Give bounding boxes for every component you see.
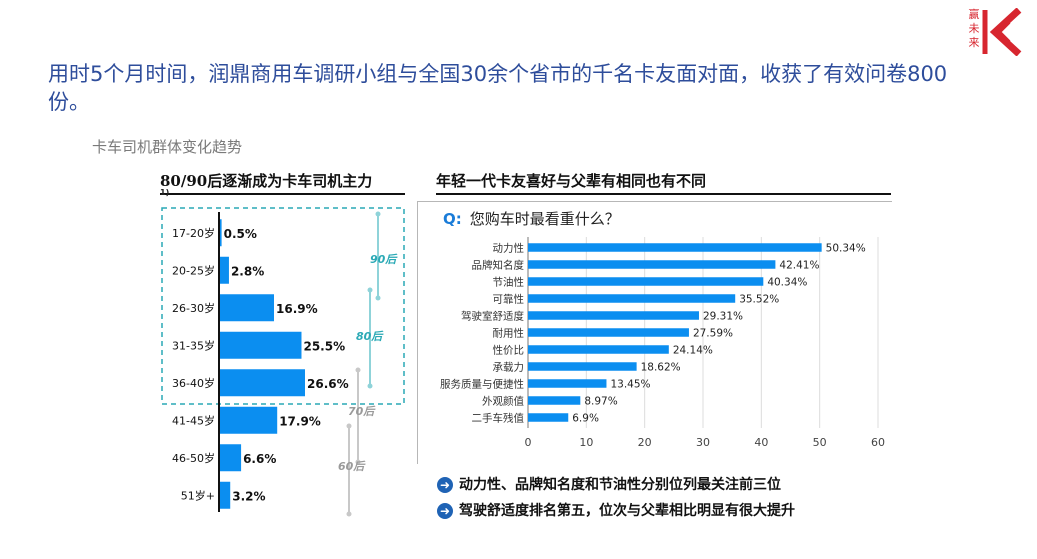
factor-data-label: 27.59% [693,328,733,340]
factor-category-label: 服务质量与便捷性 [440,378,524,391]
x-tick-label: 60 [871,436,885,449]
factor-bar [528,396,581,405]
factor-data-label: 6.9% [572,413,599,425]
age-bar [220,256,229,284]
age-bar [220,219,222,247]
factor-category-label: 承载力 [493,361,525,374]
left-title-rule [160,193,405,195]
factor-bar [528,243,822,252]
factor-category-label: 耐用性 [493,327,525,340]
factor-bar [528,413,569,422]
finding-1: ➜ 动力性、品牌知名度和节油性分别位列最关注前三位 [437,474,781,494]
factor-data-label: 24.14% [673,345,713,357]
age-data-label: 2.8% [231,264,264,278]
age-bar [220,481,231,509]
x-tick-label: 30 [696,436,710,449]
age-data-label: 25.5% [303,339,345,353]
x-tick-label: 20 [638,436,652,449]
age-category-label: 46-50岁 [172,451,215,465]
x-tick-label: 50 [813,436,827,449]
logo-text: 赢未来 [968,8,980,49]
x-tick-label: 10 [579,436,593,449]
factor-data-label: 29.31% [703,311,743,323]
bracket-label-80: 80后 [356,330,384,343]
factor-category-label: 品牌知名度 [472,259,525,272]
logo-mark-icon [982,8,1022,56]
factor-category-label: 性价比 [493,344,525,357]
young-drivers-highlight-box [161,207,405,405]
factor-data-label: 42.41% [779,260,819,272]
age-category-label: 17-20岁 [172,226,215,240]
age-bar [220,444,242,472]
age-category-label: 51岁+ [181,488,215,502]
factor-bar [528,328,689,337]
left-panel-title: 80/90后逐渐成为卡车司机主力 [160,172,373,190]
purchase-factors-chart: 动力性 50.34% 品牌知名度 42.41% 节油性 40.34% 可靠性 35.52% 驾驶… [440,237,885,449]
left-footnote: 1) [160,188,170,197]
finding-2-text: 驾驶舒适度排名第五，位次与父辈相比明显有很大提升 [459,503,795,519]
headline: 用时5个月时间，润鼎商用车调研小组与全国30余个省市的千名卡友面对面，收获了有效… [48,62,948,114]
factor-bar [528,277,764,286]
section-subtitle: 卡车司机群体变化趋势 [92,138,243,156]
question-marker: Q: [443,210,462,228]
factor-category-label: 节油性 [493,276,525,289]
factor-data-label: 13.45% [610,379,650,391]
age-category-label: 31-35岁 [172,338,215,352]
age-bar [220,294,275,322]
brand-logo: 赢未来 [963,6,1033,58]
survey-question: Q: 您购车时最看重什么？ [443,208,620,229]
factor-category-label: 二手车残值 [472,412,525,425]
factor-category-label: 驾驶室舒适度 [461,310,524,323]
factor-bar [528,362,637,371]
bracket-label-90: 90后 [370,253,398,266]
age-bar [220,331,302,359]
factor-bar [528,294,736,303]
age-data-label: 16.9% [276,302,318,316]
age-category-label: 20-25岁 [172,263,215,277]
age-bar [220,406,278,434]
age-category-label: 36-40岁 [172,376,215,390]
factor-category-label: 外观颜值 [482,395,524,408]
factor-bar [528,311,699,320]
bracket-label-60: 60后 [338,460,366,473]
x-tick-label: 0 [525,436,532,449]
generation-brackets: 90后 80后 70后 60后 [338,211,398,517]
bracket-label-70: 70后 [348,405,376,418]
age-data-label: 0.5% [224,227,257,241]
age-data-label: 17.9% [279,414,321,428]
age-data-label: 26.6% [307,377,349,391]
age-data-label: 3.2% [232,489,265,503]
factor-bar [528,260,776,269]
factor-data-label: 8.97% [584,396,617,408]
x-tick-label: 40 [754,436,768,449]
survey-chart-frame [417,201,892,464]
factor-category-label: 动力性 [493,242,525,255]
age-data-label: 6.6% [243,452,276,466]
age-category-label: 41-45岁 [172,413,215,427]
factor-category-label: 可靠性 [493,293,525,306]
factor-data-label: 50.34% [826,243,866,255]
arrow-right-icon: ➜ [437,502,453,519]
finding-1-text: 动力性、品牌知名度和节油性分别位列最关注前三位 [459,477,781,493]
question-text: 您购车时最看重什么？ [469,210,620,228]
age-chart: 17-20岁 0.5% 20-25岁 2.8% 26-30岁 16.9% 31-35岁 25.… [161,207,405,517]
factor-data-label: 18.62% [641,362,681,374]
factor-data-label: 35.52% [739,294,779,306]
finding-2: ➜ 驾驶舒适度排名第五，位次与父辈相比明显有很大提升 [437,500,795,520]
age-bar [220,369,305,397]
right-title-rule [436,193,891,195]
factor-data-label: 40.34% [767,277,807,289]
right-panel-title: 年轻一代卡友喜好与父辈有相同也有不同 [436,172,707,190]
factor-bar [528,379,607,388]
age-category-label: 26-30岁 [172,301,215,315]
factor-bar [528,345,669,354]
arrow-right-icon: ➜ [437,476,453,493]
